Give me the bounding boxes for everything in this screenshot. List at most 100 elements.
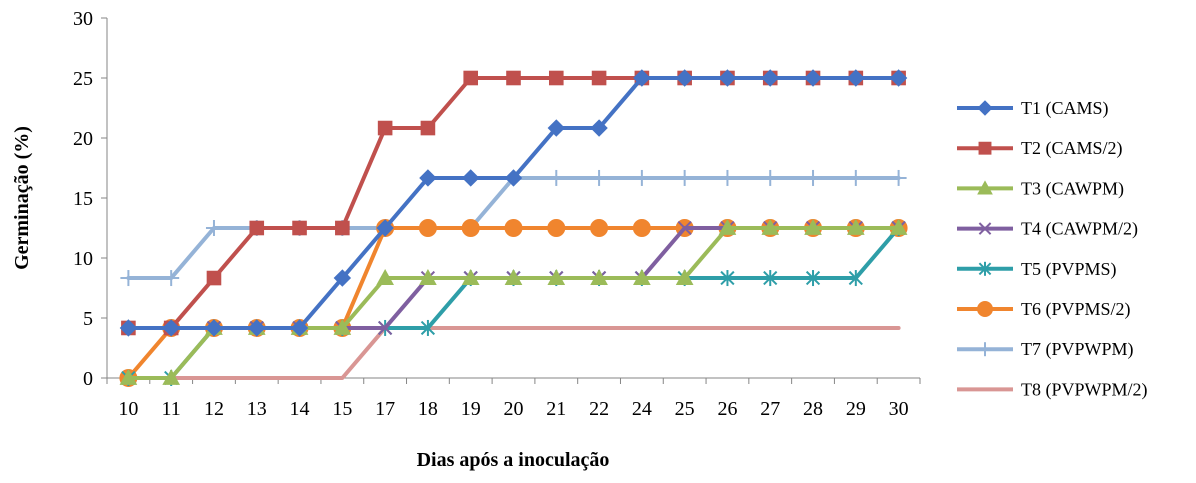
data-point-marker: [205, 319, 223, 337]
series-8: [126, 325, 901, 380]
data-point-marker: [675, 269, 694, 285]
data-point-marker: [548, 70, 564, 86]
legend-item: T1 (CAMS): [957, 98, 1109, 119]
data-point-marker: [978, 261, 992, 276]
legend-item: T7 (PVPWPM): [957, 339, 1134, 360]
data-point-marker: [675, 69, 694, 87]
data-point-marker: [461, 219, 480, 237]
x-tick-label: 12: [204, 398, 224, 420]
data-point-marker: [461, 269, 480, 285]
data-point-marker: [978, 222, 992, 235]
data-point-marker: [163, 270, 180, 287]
data-point-marker: [463, 70, 479, 86]
data-point-marker: [248, 319, 266, 337]
data-point-marker: [590, 119, 608, 137]
x-tick-label: 25: [675, 398, 695, 420]
series-5: [121, 220, 906, 386]
data-point-marker: [206, 270, 222, 286]
data-point-marker: [677, 220, 692, 236]
series-line: [126, 226, 901, 380]
x-tick-label: 28: [803, 398, 823, 420]
x-tick-label: 13: [247, 398, 267, 420]
series-line: [126, 325, 901, 380]
data-point-marker: [848, 270, 863, 287]
data-point-marker: [333, 269, 352, 287]
y-tick-label: 25: [73, 68, 93, 90]
data-point-marker: [720, 270, 735, 287]
x-axis-title: Dias após a inoculação: [417, 449, 610, 471]
data-point-marker: [978, 141, 992, 155]
data-point-marker: [977, 180, 993, 195]
data-point-marker: [846, 218, 865, 235]
x-tick-label: 10: [118, 398, 138, 420]
data-point-marker: [205, 220, 222, 236]
legend-item: T4 (CAWPM/2): [957, 219, 1138, 240]
series-layer: [119, 69, 908, 387]
y-tick-label: 30: [73, 8, 93, 30]
data-point-marker: [805, 169, 822, 186]
data-point-marker: [763, 270, 778, 287]
y-tick-label: 20: [73, 128, 93, 150]
data-point-marker: [504, 269, 523, 285]
legend-item: T3 (CAWPM): [957, 178, 1124, 199]
legend-label: T1 (CAMS): [1021, 98, 1109, 119]
data-point-marker: [804, 69, 822, 87]
data-point-marker: [590, 219, 609, 237]
legend-label: T7 (PVPWPM): [1021, 339, 1134, 360]
data-point-marker: [718, 218, 737, 235]
data-point-marker: [890, 169, 907, 186]
y-tick-label: 10: [73, 248, 93, 270]
data-point-marker: [462, 169, 480, 187]
series-3: [119, 218, 908, 385]
data-point-marker: [977, 100, 993, 116]
data-point-marker: [978, 342, 992, 357]
series-line: [126, 76, 901, 330]
data-point-marker: [504, 219, 523, 237]
marker-stroke: [677, 220, 692, 236]
data-point-marker: [548, 169, 565, 186]
y-tick-label: 0: [83, 368, 93, 390]
data-point-marker: [162, 368, 181, 385]
data-point-marker: [676, 169, 693, 186]
x-tick-label: 22: [589, 398, 609, 420]
data-point-marker: [547, 219, 566, 237]
data-point-marker: [633, 169, 650, 186]
data-point-marker: [420, 319, 436, 336]
data-point-marker: [376, 219, 394, 237]
data-point-marker: [504, 169, 523, 187]
marker-stroke: [378, 320, 393, 336]
data-point-marker: [335, 220, 350, 236]
x-tick-label: 26: [717, 398, 737, 420]
data-point-marker: [420, 120, 436, 136]
data-point-marker: [418, 219, 437, 237]
legend-label: T6 (PVPMS/2): [1021, 299, 1131, 320]
x-tick-label: 27: [760, 398, 780, 420]
y-tick-label: 5: [83, 308, 93, 330]
data-point-marker: [977, 301, 993, 317]
data-point-marker: [762, 169, 779, 186]
data-point-marker: [547, 119, 565, 137]
legend-item: T8 (PVPWPM/2): [957, 379, 1148, 400]
data-point-marker: [292, 220, 307, 236]
data-point-marker: [847, 169, 864, 186]
legend-item: T5 (PVPMS): [957, 259, 1117, 280]
data-point-marker: [377, 120, 393, 136]
data-point-marker: [591, 169, 608, 186]
x-tick-label: 29: [846, 398, 866, 420]
legend-label: T8 (PVPWPM/2): [1021, 379, 1148, 400]
data-point-marker: [761, 69, 779, 87]
x-tick-label: 18: [418, 398, 438, 420]
legend-label: T3 (CAWPM): [1021, 178, 1124, 199]
legend-item: T6 (PVPMS/2): [957, 299, 1131, 320]
data-point-marker: [119, 319, 138, 337]
legend: T1 (CAMS) T2 (CAMS/2) T3 (CAWPM) T4 (CAWPM/…: [957, 98, 1148, 400]
data-point-marker: [162, 319, 180, 337]
data-point-marker: [419, 269, 437, 285]
data-point-marker: [889, 69, 908, 87]
x-tick-label: 15: [332, 398, 352, 420]
legend-label: T2 (CAMS/2): [1021, 138, 1123, 159]
data-point-marker: [761, 218, 780, 235]
data-point-marker: [591, 70, 607, 86]
data-point-marker: [419, 169, 437, 187]
x-tick-label: 19: [461, 398, 481, 420]
